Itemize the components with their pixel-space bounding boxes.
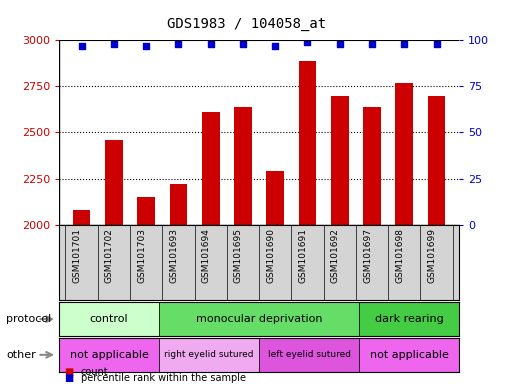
- Bar: [159, 302, 359, 336]
- Text: count: count: [81, 367, 108, 377]
- Bar: [202, 112, 220, 384]
- Bar: [359, 338, 459, 372]
- Bar: [159, 338, 259, 372]
- Text: GSM101701: GSM101701: [72, 228, 82, 283]
- Point: [142, 43, 150, 49]
- Point: [432, 41, 441, 47]
- Bar: [428, 96, 445, 384]
- Text: right eyelid sutured: right eyelid sutured: [164, 350, 254, 359]
- Bar: [396, 83, 413, 384]
- Text: GSM101698: GSM101698: [396, 228, 404, 283]
- Text: ■: ■: [64, 367, 73, 377]
- Text: not applicable: not applicable: [370, 350, 448, 360]
- Text: GSM101703: GSM101703: [137, 228, 146, 283]
- Text: GSM101699: GSM101699: [427, 228, 437, 283]
- Point: [336, 41, 344, 47]
- Point: [174, 41, 183, 47]
- Text: GSM101695: GSM101695: [234, 228, 243, 283]
- Point: [303, 39, 311, 45]
- Text: GSM101690: GSM101690: [266, 228, 275, 283]
- Text: control: control: [90, 314, 128, 324]
- Text: left eyelid sutured: left eyelid sutured: [268, 350, 350, 359]
- Bar: [266, 171, 284, 384]
- Point: [77, 43, 86, 49]
- Text: dark rearing: dark rearing: [374, 314, 444, 324]
- Text: GSM101691: GSM101691: [299, 228, 307, 283]
- Bar: [259, 338, 359, 372]
- Point: [400, 41, 408, 47]
- Bar: [359, 302, 459, 336]
- Bar: [234, 107, 252, 384]
- Text: percentile rank within the sample: percentile rank within the sample: [81, 373, 246, 383]
- Bar: [299, 61, 317, 384]
- Point: [368, 41, 376, 47]
- Text: ■: ■: [64, 373, 73, 383]
- Text: GSM101693: GSM101693: [169, 228, 179, 283]
- Bar: [169, 184, 187, 384]
- Bar: [59, 302, 159, 336]
- Text: GSM101694: GSM101694: [202, 228, 211, 283]
- Text: GSM101697: GSM101697: [363, 228, 372, 283]
- Bar: [105, 140, 123, 384]
- Point: [271, 43, 279, 49]
- Text: protocol: protocol: [6, 314, 51, 324]
- Bar: [73, 210, 90, 384]
- Text: monocular deprivation: monocular deprivation: [196, 314, 322, 324]
- Point: [207, 41, 215, 47]
- Bar: [137, 197, 155, 384]
- Bar: [363, 107, 381, 384]
- Point: [110, 41, 118, 47]
- Text: GDS1983 / 104058_at: GDS1983 / 104058_at: [167, 17, 326, 31]
- Point: [239, 41, 247, 47]
- Text: GSM101702: GSM101702: [105, 228, 114, 283]
- Text: GSM101692: GSM101692: [331, 228, 340, 283]
- Bar: [59, 338, 159, 372]
- Bar: [331, 96, 349, 384]
- Text: not applicable: not applicable: [70, 350, 148, 360]
- Text: other: other: [6, 350, 36, 360]
